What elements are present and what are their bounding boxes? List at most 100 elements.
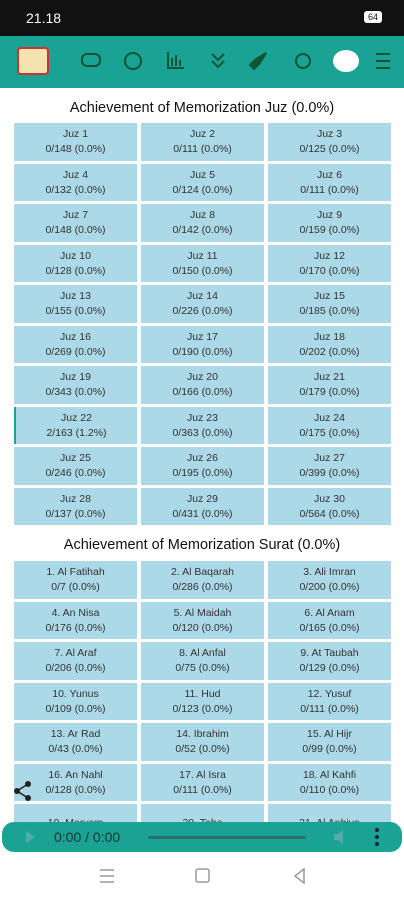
progress-cell[interactable]: 7. Al Araf 0/206 (0.0%) [14, 642, 137, 680]
cell-stat: 0/200 (0.0%) [299, 581, 360, 594]
cell-name: Juz 24 [314, 411, 345, 424]
cell-stat: 0/111 (0.0%) [173, 143, 232, 156]
progress-cell[interactable]: 14. Ibrahim 0/52 (0.0%) [141, 723, 264, 761]
cell-stat: 0/343 (0.0%) [45, 386, 106, 399]
progress-cell[interactable]: Juz 27 0/399 (0.0%) [268, 447, 391, 485]
progress-cell[interactable]: 1. Al Fatihah 0/7 (0.0%) [14, 561, 137, 599]
chart-icon[interactable] [167, 52, 184, 69]
progress-cell[interactable]: 5. Al Maidah 0/120 (0.0%) [141, 601, 264, 639]
cell-name: Juz 12 [314, 249, 345, 262]
progress-cell[interactable]: 12. Yusuf 0/111 (0.0%) [268, 682, 391, 720]
menu-icon[interactable] [376, 53, 390, 69]
cell-stat: 0/132 (0.0%) [45, 183, 106, 196]
cell-name: Juz 1 [62, 128, 89, 141]
progress-cell[interactable]: 8. Al Anfal 0/75 (0.0%) [141, 642, 264, 680]
toolbar-icons [17, 47, 390, 75]
app-icon[interactable] [17, 47, 49, 75]
cell-name: 12. Yusuf [307, 687, 352, 700]
progress-cell[interactable]: 11. Hud 0/123 (0.0%) [141, 682, 264, 720]
cell-name: Juz 17 [187, 330, 218, 343]
home-button[interactable] [195, 868, 210, 883]
progress-cell[interactable]: 20. Taha [141, 804, 264, 822]
progress-cell[interactable]: Juz 4 0/132 (0.0%) [14, 163, 137, 201]
cell-name: 7. Al Araf [54, 647, 97, 660]
progress-cell[interactable]: Juz 1 0/148 (0.0%) [14, 123, 137, 161]
progress-cell[interactable]: Juz 7 0/148 (0.0%) [14, 204, 137, 242]
play-button[interactable] [26, 831, 35, 843]
content: Achievement of Memorization Juz (0.0%) J… [0, 88, 404, 822]
cell-stat: 0/175 (0.0%) [299, 426, 360, 439]
progress-cell[interactable]: 6. Al Anam 0/165 (0.0%) [268, 601, 391, 639]
cell-stat: 0/286 (0.0%) [172, 581, 233, 594]
cell-name: Juz 22 [61, 411, 92, 424]
progress-cell[interactable]: Juz 18 0/202 (0.0%) [268, 325, 391, 363]
cell-stat: 2/163 (1.2%) [46, 426, 107, 439]
progress-cell[interactable]: 2. Al Baqarah 0/286 (0.0%) [141, 561, 264, 599]
game-icon[interactable] [81, 53, 101, 67]
progress-cell[interactable]: Juz 24 0/175 (0.0%) [268, 406, 391, 444]
progress-bar[interactable] [148, 836, 306, 839]
progress-cell[interactable]: Juz 12 0/170 (0.0%) [268, 244, 391, 282]
progress-cell[interactable]: Juz 13 0/155 (0.0%) [14, 285, 137, 323]
progress-cell[interactable]: Juz 22 2/163 (1.2%) [14, 406, 137, 444]
cell-stat: 0/7 (0.0%) [51, 581, 100, 594]
progress-cell[interactable]: 21. Al Anbiya [268, 804, 391, 822]
progress-cell[interactable]: Juz 10 0/128 (0.0%) [14, 244, 137, 282]
progress-cell[interactable]: 18. Al Kahfi 0/110 (0.0%) [268, 763, 391, 801]
cell-stat: 0/109 (0.0%) [45, 702, 106, 715]
progress-cell[interactable]: 13. Ar Rad 0/43 (0.0%) [14, 723, 137, 761]
progress-cell[interactable]: Juz 25 0/246 (0.0%) [14, 447, 137, 485]
progress-cell[interactable]: Juz 19 0/343 (0.0%) [14, 366, 137, 404]
progress-cell[interactable]: 17. Al Isra 0/111 (0.0%) [141, 763, 264, 801]
progress-cell[interactable]: Juz 8 0/142 (0.0%) [141, 204, 264, 242]
progress-cell[interactable]: Juz 26 0/195 (0.0%) [141, 447, 264, 485]
section-title: Achievement of Memorization Surat (0.0%) [63, 537, 341, 553]
progress-cell[interactable]: 9. At Taubah 0/129 (0.0%) [268, 642, 391, 680]
pin-icon[interactable] [248, 52, 267, 71]
progress-cell[interactable]: 16. An Nahl 0/128 (0.0%) [14, 763, 137, 801]
progress-cell[interactable]: Juz 9 0/159 (0.0%) [268, 204, 391, 242]
cell-stat: 0/226 (0.0%) [172, 305, 233, 318]
cell-name: Juz 7 [62, 209, 89, 222]
progress-cell[interactable]: Juz 20 0/166 (0.0%) [141, 366, 264, 404]
progress-cell[interactable]: Juz 5 0/124 (0.0%) [141, 163, 264, 201]
progress-cell[interactable]: Juz 30 0/564 (0.0%) [268, 487, 391, 525]
status-bar: 21.18 64 [0, 0, 404, 36]
surat-grid: 1. Al Fatihah 0/7 (0.0%) 2. Al Baqarah 0/28… [14, 561, 391, 822]
cell-name: 10. Yunus [52, 687, 99, 700]
share-button[interactable] [12, 780, 34, 802]
down-icon[interactable] [211, 53, 225, 69]
settings-icon[interactable] [295, 53, 311, 69]
progress-cell[interactable]: 19. Maryam [14, 804, 137, 822]
progress-cell[interactable]: 4. An Nisa 0/176 (0.0%) [14, 601, 137, 639]
chat-icon[interactable] [333, 50, 359, 72]
cell-name: Juz 15 [314, 290, 345, 303]
cell-stat: 0/176 (0.0%) [45, 621, 106, 634]
recents-button[interactable] [100, 869, 114, 883]
progress-cell[interactable]: Juz 28 0/137 (0.0%) [14, 487, 137, 525]
progress-cell[interactable]: Juz 21 0/179 (0.0%) [268, 366, 391, 404]
brain-icon[interactable] [124, 52, 142, 70]
progress-cell[interactable]: Juz 6 0/111 (0.0%) [268, 163, 391, 201]
cell-name: 5. Al Maidah [173, 606, 232, 619]
cell-stat: 0/190 (0.0%) [172, 345, 233, 358]
progress-cell[interactable]: 3. Ali Imran 0/200 (0.0%) [268, 561, 391, 599]
progress-cell[interactable]: 10. Yunus 0/109 (0.0%) [14, 682, 137, 720]
progress-cell[interactable]: Juz 11 0/150 (0.0%) [141, 244, 264, 282]
progress-cell[interactable]: Juz 15 0/185 (0.0%) [268, 285, 391, 323]
progress-cell[interactable]: Juz 2 0/111 (0.0%) [141, 123, 264, 161]
progress-cell[interactable]: Juz 23 0/363 (0.0%) [141, 406, 264, 444]
progress-cell[interactable]: Juz 14 0/226 (0.0%) [141, 285, 264, 323]
progress-cell[interactable]: Juz 29 0/431 (0.0%) [141, 487, 264, 525]
progress-cell[interactable]: Juz 3 0/125 (0.0%) [268, 123, 391, 161]
cell-stat: 0/123 (0.0%) [172, 702, 233, 715]
volume-button[interactable] [334, 830, 343, 844]
cell-name: Juz 16 [60, 330, 91, 343]
progress-cell[interactable]: Juz 17 0/190 (0.0%) [141, 325, 264, 363]
progress-cell[interactable]: Juz 16 0/269 (0.0%) [14, 325, 137, 363]
progress-cell[interactable]: 15. Al Hijr 0/99 (0.0%) [268, 723, 391, 761]
cell-stat: 0/166 (0.0%) [172, 386, 233, 399]
back-button[interactable] [293, 867, 305, 885]
cell-stat: 0/159 (0.0%) [299, 224, 360, 237]
